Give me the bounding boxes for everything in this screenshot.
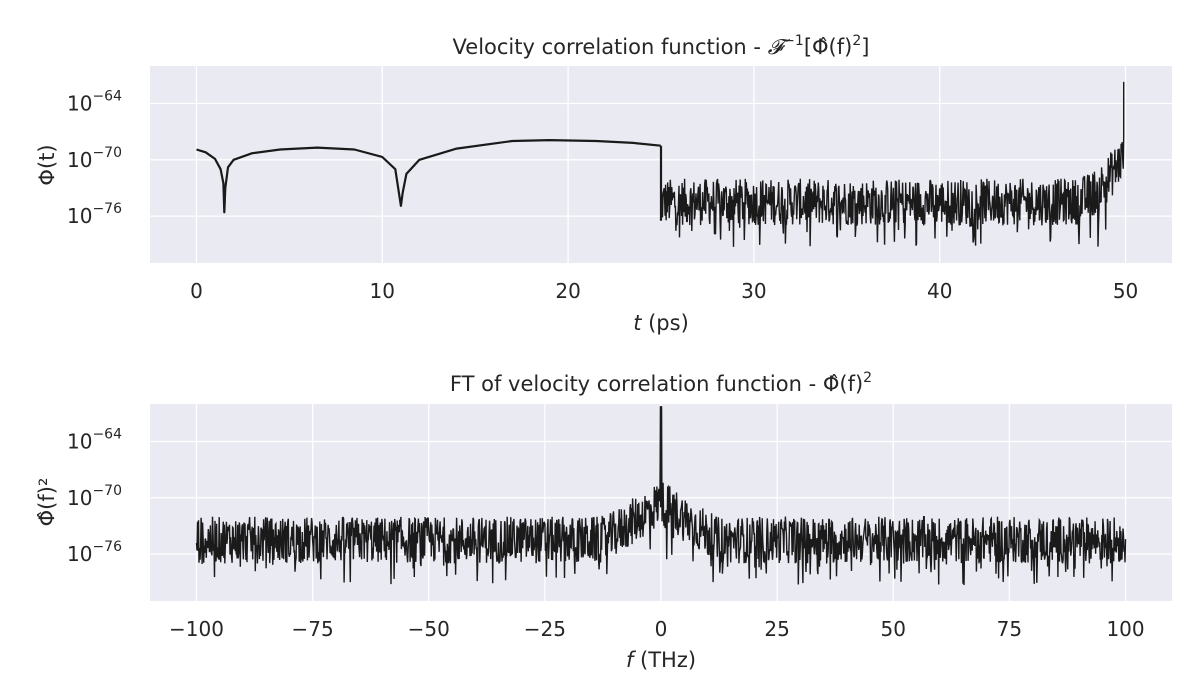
chart-title-top: Velocity correlation function - 𝓕−1[Φ̂(f… bbox=[453, 33, 870, 59]
x-tick-label: 25 bbox=[764, 617, 789, 641]
x-tick-label: 0 bbox=[190, 279, 203, 303]
x-tick-labels-top: 0 10 20 30 40 50 bbox=[190, 279, 1138, 303]
title-prefix: FT of velocity correlation function - bbox=[450, 372, 823, 396]
x-tick-label: −100 bbox=[169, 617, 224, 641]
y-tick-label: 10−76 bbox=[67, 201, 122, 228]
x-axis-label-top: t (ps) bbox=[633, 311, 689, 335]
series-top bbox=[196, 81, 1125, 247]
x-axis-unit-bottom: (THz) bbox=[633, 648, 696, 672]
x-tick-label: 30 bbox=[741, 279, 766, 303]
series-line-smooth bbox=[196, 139, 661, 214]
title-bracket-open: [ bbox=[804, 35, 812, 59]
chart-title-bottom: FT of velocity correlation function - Φ̂… bbox=[450, 370, 872, 396]
title-argument: Φ̂(f) bbox=[823, 372, 863, 396]
x-tick-label: 40 bbox=[927, 279, 952, 303]
series-bottom bbox=[195, 406, 1127, 586]
x-tick-label: 50 bbox=[881, 617, 906, 641]
x-tick-labels-bottom: −100 −75 −50 −25 0 25 50 75 100 bbox=[169, 617, 1145, 641]
y-axis-label-top: Φ(t) bbox=[35, 144, 59, 185]
x-axis-variable-top: t bbox=[633, 311, 642, 335]
y-tick-label: 10−76 bbox=[67, 539, 122, 566]
x-tick-label: 100 bbox=[1106, 617, 1144, 641]
x-tick-label: 75 bbox=[997, 617, 1022, 641]
x-tick-label: 10 bbox=[370, 279, 395, 303]
x-axis-label-bottom: f (THz) bbox=[626, 648, 696, 672]
subplot-ft-velocity-correlation: FT of velocity correlation function - Φ̂… bbox=[35, 370, 1172, 672]
x-tick-label: −25 bbox=[524, 617, 566, 641]
x-tick-label: −50 bbox=[408, 617, 450, 641]
title-prefix: Velocity correlation function - bbox=[453, 35, 768, 59]
subplot-velocity-correlation: Velocity correlation function - 𝓕−1[Φ̂(f… bbox=[35, 33, 1172, 335]
series-line-noise bbox=[660, 81, 1125, 247]
x-tick-label: −75 bbox=[291, 617, 333, 641]
y-tick-label: 10−70 bbox=[67, 145, 122, 172]
y-tick-labels-bottom: 10−64 10−70 10−76 bbox=[67, 427, 122, 567]
title-argument-exponent: 2 bbox=[852, 33, 861, 49]
title-bracket-close: ] bbox=[861, 35, 869, 59]
title-operator-exponent: −1 bbox=[783, 33, 804, 49]
y-tick-label: 10−64 bbox=[67, 89, 122, 116]
x-tick-label: 50 bbox=[1113, 279, 1138, 303]
x-axis-variable-bottom: f bbox=[626, 648, 637, 672]
y-tick-label: 10−70 bbox=[67, 483, 122, 510]
x-tick-label: 20 bbox=[555, 279, 580, 303]
title-argument-exponent: 2 bbox=[863, 370, 872, 386]
y-axis-label-bottom: Φ̂(f)² bbox=[35, 478, 59, 527]
x-tick-label: 0 bbox=[655, 617, 668, 641]
y-tick-label: 10−64 bbox=[67, 427, 122, 454]
y-tick-labels-top: 10−64 10−70 10−76 bbox=[67, 89, 122, 229]
title-argument: Φ̂(f) bbox=[812, 35, 852, 59]
x-axis-unit-top: (ps) bbox=[641, 311, 688, 335]
